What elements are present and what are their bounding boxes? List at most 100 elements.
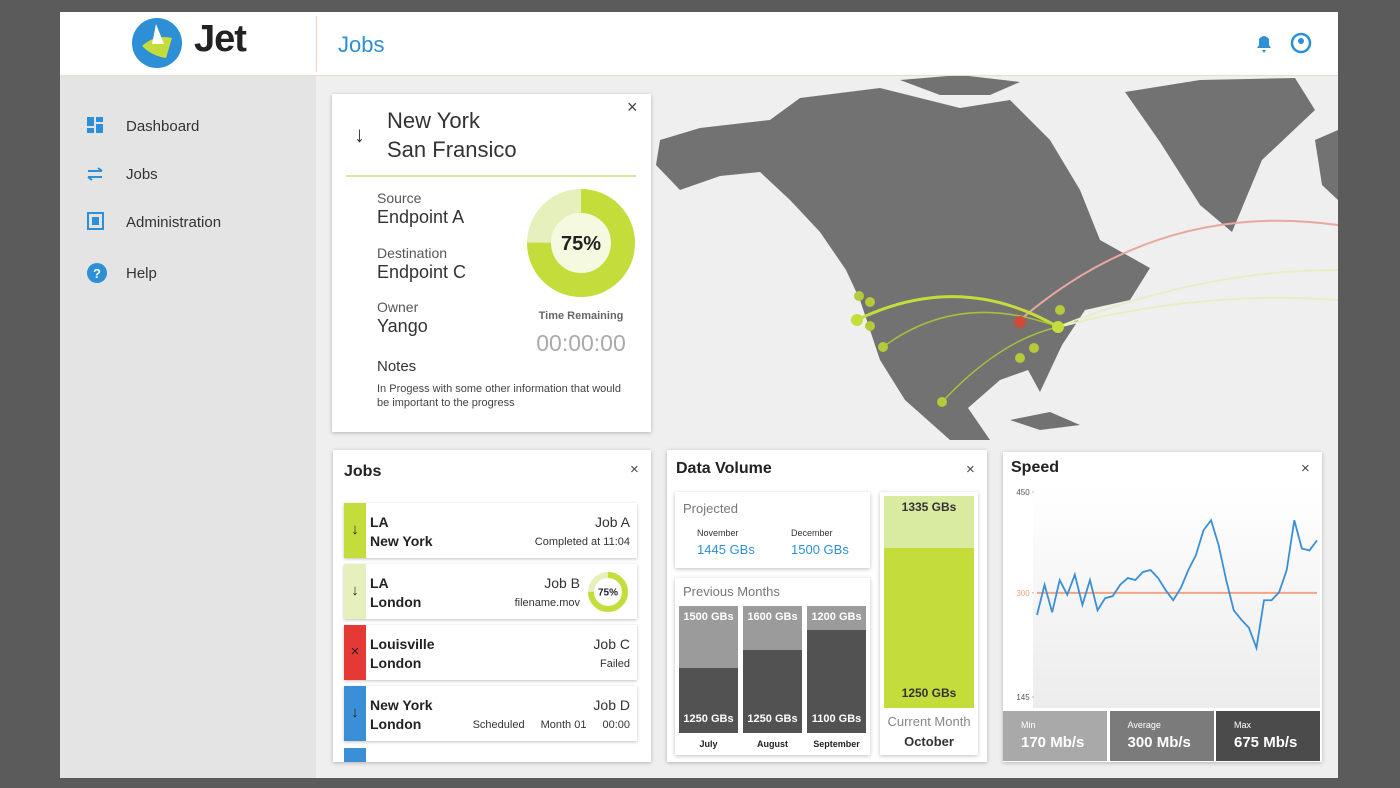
job-strip: ↓	[344, 686, 366, 741]
jobs-title: Jobs	[344, 463, 382, 480]
job-icon: ↓	[351, 704, 359, 721]
route-to: San Fransico	[387, 137, 517, 162]
route-from: New York	[387, 108, 480, 133]
job-from: LA	[370, 575, 389, 591]
nav-item[interactable]: Jobs	[126, 166, 158, 183]
job-from: New York	[370, 697, 433, 713]
ring-inner	[594, 578, 622, 606]
y-tick-label: 145	[1016, 693, 1030, 702]
projected-value: 1445 GBs	[697, 542, 755, 557]
field-value: Endpoint C	[377, 261, 467, 282]
ring-label: 75%	[561, 233, 601, 255]
job-to: New York	[370, 533, 433, 549]
bar-bottom-label: 1250 GBs	[747, 713, 798, 725]
notes-label: Notes	[377, 358, 417, 375]
time-remaining-label: Time Remaining	[538, 310, 624, 322]
close-button[interactable]: ×	[1301, 460, 1310, 477]
projected-box	[675, 492, 870, 568]
current-box	[880, 492, 978, 755]
close-button[interactable]: ×	[630, 461, 639, 478]
projected-month: December	[791, 528, 833, 538]
stat-label: Max	[1234, 720, 1252, 730]
header-icons	[1257, 32, 1312, 54]
stat-box	[1003, 711, 1107, 761]
job-row[interactable]: ↓ LA New York Job A Completed at 11:04	[344, 503, 637, 558]
current-month: October	[904, 734, 954, 749]
job-detail: Scheduled	[472, 719, 525, 731]
user-icon[interactable]	[1290, 32, 1312, 54]
notes: In Progess with some other information t…	[377, 383, 621, 409]
stat-box	[1109, 711, 1214, 761]
speed-title: Speed	[1011, 459, 1060, 476]
page-title: Jobs	[338, 32, 385, 57]
stat-box	[1216, 711, 1320, 761]
job-row[interactable]: × Louisville London Job C Failed	[344, 625, 637, 680]
header	[60, 12, 1338, 76]
stat-value: 170 Mb/s	[1021, 734, 1085, 751]
progress-donut: 75%	[527, 189, 635, 297]
direction-icon: ↓	[354, 122, 365, 147]
separator	[346, 175, 636, 177]
close-button[interactable]: ×	[627, 97, 638, 117]
bar-bottom	[743, 650, 802, 733]
job-from: LA	[370, 514, 389, 530]
bar-month: July	[699, 739, 718, 749]
field-label: Source	[377, 190, 422, 206]
logo-text: Jet	[194, 18, 247, 60]
bar-top-label: 1500 GBs	[683, 611, 734, 623]
stat-label: Min	[1021, 720, 1036, 730]
projected-month: November	[697, 528, 739, 538]
job-detail: Failed	[600, 658, 630, 670]
bar-bottom-label: 1250 GBs	[683, 713, 734, 725]
job-strip: ↓	[344, 564, 366, 619]
job-icon: ↓	[351, 521, 359, 538]
bar-top-label: 1600 GBs	[747, 611, 798, 623]
job-detail: filename.mov	[514, 597, 580, 609]
job-name: Job C	[593, 636, 630, 652]
nav-item[interactable]: Help	[126, 265, 157, 282]
bar-bottom-label: 1100 GBs	[811, 713, 862, 725]
job-details: filename.mov	[515, 597, 580, 609]
y-tick-label: 300	[1016, 589, 1030, 598]
field-label: Owner	[377, 299, 419, 315]
bar-month: September	[813, 739, 860, 749]
bar-top-label: 1200 GBs	[811, 611, 862, 623]
nav-item[interactable]: Administration	[126, 214, 222, 231]
current-label: Current Month	[887, 714, 971, 729]
bar-month: August	[757, 739, 788, 749]
job-name: Job B	[544, 575, 580, 591]
job-detail: 00:00	[602, 719, 630, 731]
bell-icon[interactable]	[1257, 36, 1271, 53]
field-value: Endpoint A	[377, 207, 465, 227]
job-icon: ×	[350, 643, 360, 660]
stat-label: Average	[1127, 720, 1161, 730]
sidebar-icons: ?	[87, 117, 107, 283]
job-strip: ↓	[344, 503, 366, 558]
close-button[interactable]: ×	[966, 461, 975, 478]
job-detail: Month 01	[540, 719, 587, 731]
speed-chart: 145 300 450	[1016, 486, 1320, 708]
current-top: 1335 GBs	[901, 500, 957, 514]
stat-value: 300 Mb/s	[1127, 734, 1191, 751]
speed-line	[1036, 518, 1318, 652]
job-to: London	[370, 594, 422, 610]
job-from: Louisville	[370, 636, 435, 652]
job-row[interactable]: ↓ New York London Job D Scheduled Month 01 00:…	[344, 686, 637, 741]
bar-bottom	[807, 630, 866, 733]
field-label: Destination	[377, 244, 448, 261]
sidebar	[60, 76, 316, 778]
job-details: Completed at 11:04	[535, 536, 630, 548]
ring-progress	[588, 572, 628, 612]
current-bottom: 1250 GBs	[901, 686, 957, 700]
job-row[interactable]: ↓ LA London Job B filename.mov 75%	[344, 564, 637, 619]
job-name: Job D	[593, 697, 630, 713]
job-details: Scheduled Month 01 00:00	[473, 719, 630, 731]
y-tick-label: 450	[1016, 488, 1030, 497]
nav-item[interactable]: Dashboard	[126, 118, 200, 135]
projected-value: 1500 GBs	[791, 542, 849, 557]
job-icon: ↓	[351, 582, 359, 599]
job-progress: 75%	[588, 572, 628, 612]
field-value: Yango	[377, 316, 428, 336]
divider	[316, 16, 317, 72]
